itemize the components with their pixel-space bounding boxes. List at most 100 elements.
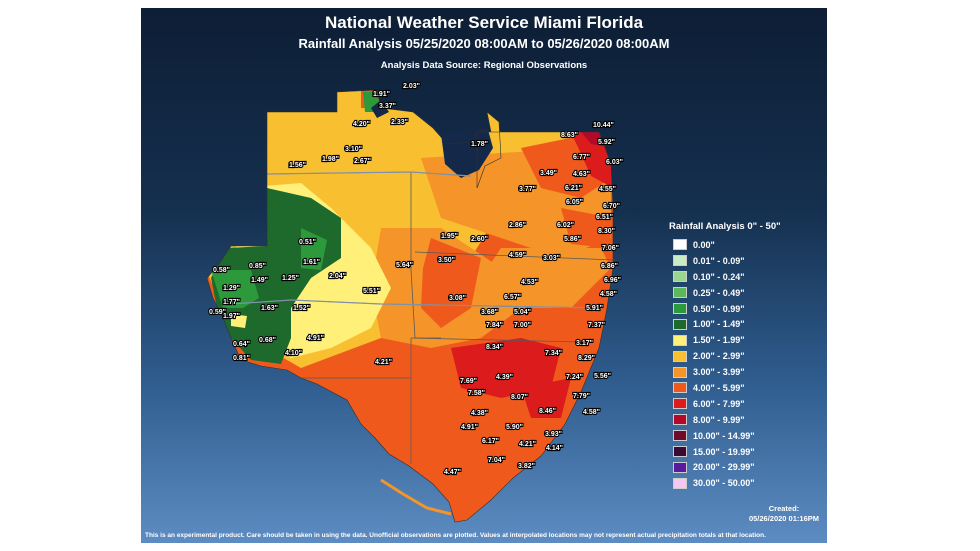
rainfall-value-label: 2.04"	[329, 273, 346, 280]
rainfall-value-label: 4.20"	[353, 121, 370, 128]
rainfall-value-label: 3.93"	[545, 431, 562, 438]
rainfall-value-label: 5.92"	[598, 139, 615, 146]
rainfall-value-label: 1.97"	[223, 313, 240, 320]
rainfall-value-label: 5.90"	[506, 424, 523, 431]
legend-range-label: 3.00" - 3.99"	[693, 367, 745, 378]
rainfall-value-label: 4.58"	[600, 291, 617, 298]
legend-range-label: 1.00" - 1.49"	[693, 319, 745, 330]
rainfall-value-label: 2.86"	[509, 222, 526, 229]
legend-swatch	[673, 318, 687, 330]
legend-range-label: 4.00" - 5.99"	[693, 382, 745, 393]
legend-range-label: 0.50" - 0.99"	[693, 303, 745, 314]
created-stamp: Created: 05/26/2020 01:16PM	[749, 504, 819, 524]
legend-range-label: 30.00" - 50.00"	[693, 478, 755, 489]
rainfall-analysis-graphic: 1.91" 2.03" 3.37" 4.20" 2.33" 3.10" 1.78" 8.63"…	[141, 8, 827, 543]
rainfall-value-label: 4.55"	[599, 186, 616, 193]
rainfall-value-label: 4.47"	[444, 469, 461, 476]
rainfall-value-label: 4.21"	[519, 441, 536, 448]
legend-item: 4.00" - 5.99"	[669, 380, 819, 396]
created-label: Created:	[768, 504, 800, 513]
rainfall-value-label: 2.33"	[391, 119, 408, 126]
rainfall-value-label: 3.49"	[540, 170, 557, 177]
rainfall-value-label: 4.10"	[285, 350, 302, 357]
rainfall-value-label: 1.49"	[251, 277, 268, 284]
rainfall-value-label: 7.04"	[488, 457, 505, 464]
rainfall-value-label: 7.24"	[566, 374, 583, 381]
legend-swatch	[673, 271, 687, 283]
rainfall-value-label: 6.70"	[603, 203, 620, 210]
data-source-note: Analysis Data Source: Regional Observati…	[380, 60, 588, 71]
rainfall-value-label: 6.02"	[557, 222, 574, 229]
rainfall-value-label: 8.46"	[539, 408, 556, 415]
rainfall-value-label: 6.86"	[601, 263, 618, 270]
rainfall-value-label: 5.86"	[564, 236, 581, 243]
legend-item: 3.00" - 3.99"	[669, 364, 819, 380]
disclaimer-text: This is an experimental product. Care sh…	[145, 532, 766, 539]
rainfall-map: 1.91" 2.03" 3.37" 4.20" 2.33" 3.10" 1.78" 8.63"…	[206, 82, 624, 523]
legend-range-label: 0.25" - 0.49"	[693, 287, 745, 298]
rainfall-value-label: 3.37"	[379, 103, 396, 110]
legend-swatch	[673, 414, 687, 426]
rainfall-labels: 1.91" 2.03" 3.37" 4.20" 2.33" 3.10" 1.78" 8.63"…	[208, 82, 624, 477]
rainfall-value-label: 1.95"	[441, 233, 458, 240]
florida-keys	[380, 478, 452, 516]
road-lines	[230, 171, 602, 309]
legend-item: 6.00" - 7.99"	[669, 396, 819, 412]
legend-swatch	[673, 303, 687, 314]
legend-swatch	[673, 430, 687, 442]
legend-items: 0.00" 0.01" - 0.09" 0.10" - 0.24" 0.25" - 0…	[669, 237, 819, 491]
rainfall-value-label: 0.58"	[213, 267, 230, 274]
rainfall-value-label: 7.37"	[588, 322, 605, 329]
map-subtitle: Rainfall Analysis 05/25/2020 08:00AM to …	[298, 36, 670, 51]
rainfall-value-label: 1.29"	[223, 285, 240, 292]
rainfall-value-label: 4.59"	[509, 252, 526, 259]
rainfall-value-label: 7.79"	[573, 393, 590, 400]
rainfall-value-label: 3.82"	[518, 463, 535, 470]
rainfall-value-label: 7.34"	[545, 350, 562, 357]
legend-item: 10.00" - 14.99"	[669, 428, 819, 444]
legend-item: 30.00" - 50.00"	[669, 475, 819, 491]
rainfall-value-label: 8.63"	[561, 132, 578, 139]
rainfall-value-label: 4.58"	[583, 409, 600, 416]
rainfall-value-label: 1.98"	[322, 156, 339, 163]
rainfall-value-label: 3.08"	[449, 295, 466, 302]
land-rainfall-shading	[207, 90, 613, 522]
rainfall-value-label: 8.07"	[511, 394, 528, 401]
rainfall-value-label: 6.03"	[606, 159, 623, 166]
rainfall-value-label: 4.63"	[573, 171, 590, 178]
rainfall-value-label: 2.67"	[354, 158, 371, 165]
rainfall-value-label: 6.21"	[565, 185, 582, 192]
rainfall-value-label: 4.91"	[461, 424, 478, 431]
legend-range-label: 6.00" - 7.99"	[693, 398, 745, 409]
rainfall-value-label: 5.04"	[514, 309, 531, 316]
legend-swatch	[673, 239, 687, 251]
legend-title: Rainfall Analysis 0" - 50"	[669, 221, 781, 232]
legend-range-label: 0.10" - 0.24"	[693, 271, 745, 282]
rainfall-value-label: 4.53"	[521, 279, 538, 286]
rainfall-value-label: 1.52"	[293, 305, 310, 312]
rainfall-value-label: 0.64"	[233, 341, 250, 348]
map-title: National Weather Service Miami Florida	[324, 13, 644, 32]
rainfall-value-label: 1.56"	[289, 162, 306, 169]
legend-item: 1.00" - 1.49"	[669, 316, 819, 332]
legend-item: 1.50" - 1.99"	[669, 332, 819, 348]
rainfall-value-label: 0.68"	[259, 337, 276, 344]
rainfall-value-label: 3.50"	[438, 257, 455, 264]
rainfall-value-label: 3.77"	[519, 186, 536, 193]
legend-range-label: 10.00" - 14.99"	[693, 430, 755, 441]
legend-range-label: 15.00" - 19.99"	[693, 446, 755, 457]
legend-range-label: 0.01" - 0.09"	[693, 255, 745, 266]
legend-range-label: 2.00" - 2.99"	[693, 351, 745, 362]
legend-range-label: 0.00"	[693, 239, 715, 250]
rainfall-value-label: 1.25"	[282, 275, 299, 282]
rainfall-value-label: 6.57"	[504, 294, 521, 301]
rainfall-value-label: 2.03"	[403, 83, 420, 90]
legend-swatch	[673, 366, 687, 378]
rainfall-value-label: 6.51"	[596, 214, 613, 221]
rainfall-value-label: 2.60"	[471, 236, 488, 243]
legend-item: 0.10" - 0.24"	[669, 269, 819, 285]
rainfall-value-label: 4.14"	[546, 445, 563, 452]
rainfall-value-label: 7.06"	[602, 245, 619, 252]
legend-swatch	[673, 477, 687, 489]
legend-item: 0.00"	[669, 237, 819, 253]
